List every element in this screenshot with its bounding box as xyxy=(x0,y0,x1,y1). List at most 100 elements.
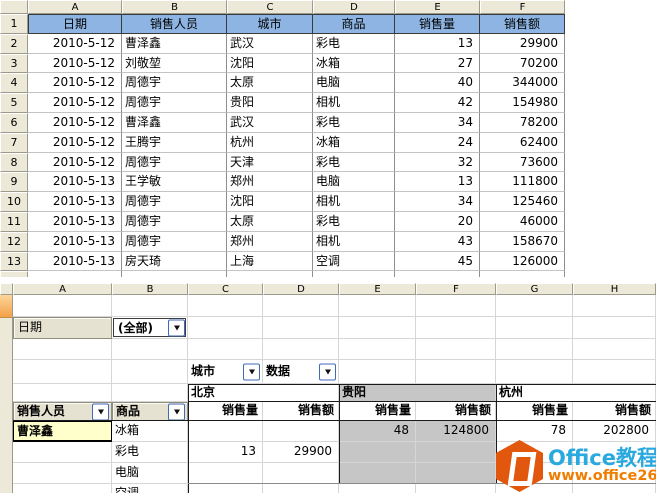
cell-city[interactable]: 沈阳 xyxy=(227,192,313,212)
dropdown-arrow-icon[interactable] xyxy=(319,363,336,380)
dropdown-arrow-icon[interactable] xyxy=(168,319,185,336)
empty-cell[interactable] xyxy=(112,384,188,402)
dropdown-arrow-icon[interactable] xyxy=(168,403,185,420)
cell-city[interactable]: 贵阳 xyxy=(227,93,313,113)
empty-cell[interactable] xyxy=(496,339,573,360)
row-number-header[interactable]: 13 xyxy=(0,251,28,272)
cell-city[interactable]: 太原 xyxy=(227,211,313,232)
column-letter-header[interactable]: B xyxy=(122,0,227,14)
cell-product[interactable]: 彩电 xyxy=(313,112,395,133)
cell-date[interactable]: 2010-5-12 xyxy=(28,53,122,74)
cell-qty[interactable]: 45 xyxy=(395,251,480,272)
cell-city[interactable]: 沈阳 xyxy=(227,53,313,74)
empty-cell[interactable] xyxy=(112,360,188,384)
cell-date[interactable]: 2010-5-12 xyxy=(28,73,122,94)
cell-qty[interactable]: 34 xyxy=(395,192,480,212)
cell-product[interactable]: 电脑 xyxy=(313,172,395,193)
header-cell-person[interactable]: 销售人员 xyxy=(122,14,227,34)
column-letter-header[interactable]: A xyxy=(13,283,112,295)
city-header-guiyang[interactable]: 贵阳 xyxy=(339,384,496,402)
empty-cell[interactable] xyxy=(339,295,416,317)
cell-qty[interactable]: 27 xyxy=(395,53,480,74)
cell-product[interactable]: 相机 xyxy=(313,192,395,212)
header-cell-product[interactable]: 商品 xyxy=(313,14,395,34)
dropdown-arrow-icon[interactable] xyxy=(243,363,260,380)
cell-city[interactable]: 太原 xyxy=(227,73,313,94)
row-number-header[interactable] xyxy=(0,271,28,277)
person-cell[interactable] xyxy=(13,463,112,484)
beijing-qty-cell[interactable]: 13 xyxy=(188,442,263,463)
row-number-header[interactable]: 4 xyxy=(0,73,28,94)
header-cell-qty[interactable]: 销售量 xyxy=(395,14,480,34)
cell-city[interactable]: 上海 xyxy=(227,251,313,272)
cell-date[interactable]: 2010-5-13 xyxy=(28,211,122,232)
cell-date[interactable]: 2010-5-12 xyxy=(28,132,122,153)
row-number-header[interactable]: 2 xyxy=(0,33,28,54)
empty-cell[interactable] xyxy=(416,295,496,317)
column-letter-header[interactable]: C xyxy=(227,0,313,14)
column-letter-header[interactable]: D xyxy=(313,0,395,14)
cell-person[interactable]: 曹泽鑫 xyxy=(122,112,227,133)
cell-amount[interactable]: 29900 xyxy=(480,33,565,54)
cell-person[interactable] xyxy=(122,271,227,277)
cell-city[interactable]: 郑州 xyxy=(227,172,313,193)
header-cell-city[interactable]: 城市 xyxy=(227,14,313,34)
cell-person[interactable]: 周德宇 xyxy=(122,231,227,252)
cell-date[interactable]: 2010-5-12 xyxy=(28,152,122,173)
cell-person[interactable]: 曹泽鑫 xyxy=(122,33,227,54)
city-header-beijing[interactable]: 北京 xyxy=(188,384,339,402)
cell-qty[interactable]: 32 xyxy=(395,152,480,173)
cell-amount[interactable]: 73600 xyxy=(480,152,565,173)
row-number-header[interactable]: 6 xyxy=(0,112,28,133)
row-number-header[interactable]: 1 xyxy=(0,14,28,34)
row-number-header[interactable]: 10 xyxy=(0,192,28,212)
empty-cell[interactable] xyxy=(416,339,496,360)
cell-amount[interactable]: 70200 xyxy=(480,53,565,74)
empty-cell[interactable] xyxy=(13,384,112,402)
cell-date[interactable]: 2010-5-12 xyxy=(28,33,122,54)
empty-cell[interactable] xyxy=(416,317,496,339)
empty-cell[interactable] xyxy=(573,360,656,384)
empty-cell[interactable] xyxy=(496,317,573,339)
hangzhou-qty-cell[interactable]: 78 xyxy=(496,421,573,442)
cell-qty[interactable]: 43 xyxy=(395,231,480,252)
guiyang-amount-cell[interactable] xyxy=(416,442,496,463)
column-letter-header[interactable]: A xyxy=(28,0,122,14)
cell-amount[interactable]: 111800 xyxy=(480,172,565,193)
active-cell-person[interactable]: 曹泽鑫 xyxy=(13,421,112,442)
row-number-header[interactable]: 3 xyxy=(0,53,28,74)
empty-cell[interactable] xyxy=(112,295,188,317)
beijing-amount-cell[interactable] xyxy=(263,421,339,442)
row-number-header[interactable]: 5 xyxy=(0,93,28,113)
cell-amount[interactable]: 46000 xyxy=(480,211,565,232)
cell-person[interactable]: 周德宇 xyxy=(122,192,227,212)
cell-product[interactable] xyxy=(313,271,395,277)
column-letter-header[interactable]: C xyxy=(188,283,263,295)
row-number-header[interactable]: 11 xyxy=(0,211,28,232)
empty-cell[interactable] xyxy=(339,360,416,384)
column-letter-header[interactable]: G xyxy=(496,283,573,295)
cell-amount[interactable]: 344000 xyxy=(480,73,565,94)
cell-product[interactable]: 相机 xyxy=(313,93,395,113)
guiyang-qty-cell[interactable] xyxy=(339,463,416,484)
cell-product[interactable]: 彩电 xyxy=(313,211,395,232)
cell-amount[interactable]: 126000 xyxy=(480,251,565,272)
guiyang-qty-cell[interactable] xyxy=(339,484,416,493)
beijing-qty-cell[interactable] xyxy=(188,484,263,493)
person-cell[interactable] xyxy=(13,484,112,493)
empty-cell[interactable] xyxy=(188,339,263,360)
empty-cell[interactable] xyxy=(263,295,339,317)
empty-cell[interactable] xyxy=(573,295,656,317)
empty-cell[interactable] xyxy=(112,339,188,360)
cell-product[interactable]: 彩电 xyxy=(313,152,395,173)
empty-cell[interactable] xyxy=(339,339,416,360)
empty-cell[interactable] xyxy=(263,339,339,360)
product-cell[interactable]: 彩电 xyxy=(112,442,188,463)
empty-cell[interactable] xyxy=(416,360,496,384)
cell-product[interactable]: 相机 xyxy=(313,231,395,252)
hangzhou-amount-cell[interactable]: 202800 xyxy=(573,421,656,442)
guiyang-amount-cell[interactable]: 124800 xyxy=(416,421,496,442)
cell-date[interactable] xyxy=(28,271,122,277)
guiyang-qty-cell[interactable] xyxy=(339,442,416,463)
product-cell[interactable]: 电脑 xyxy=(112,463,188,484)
